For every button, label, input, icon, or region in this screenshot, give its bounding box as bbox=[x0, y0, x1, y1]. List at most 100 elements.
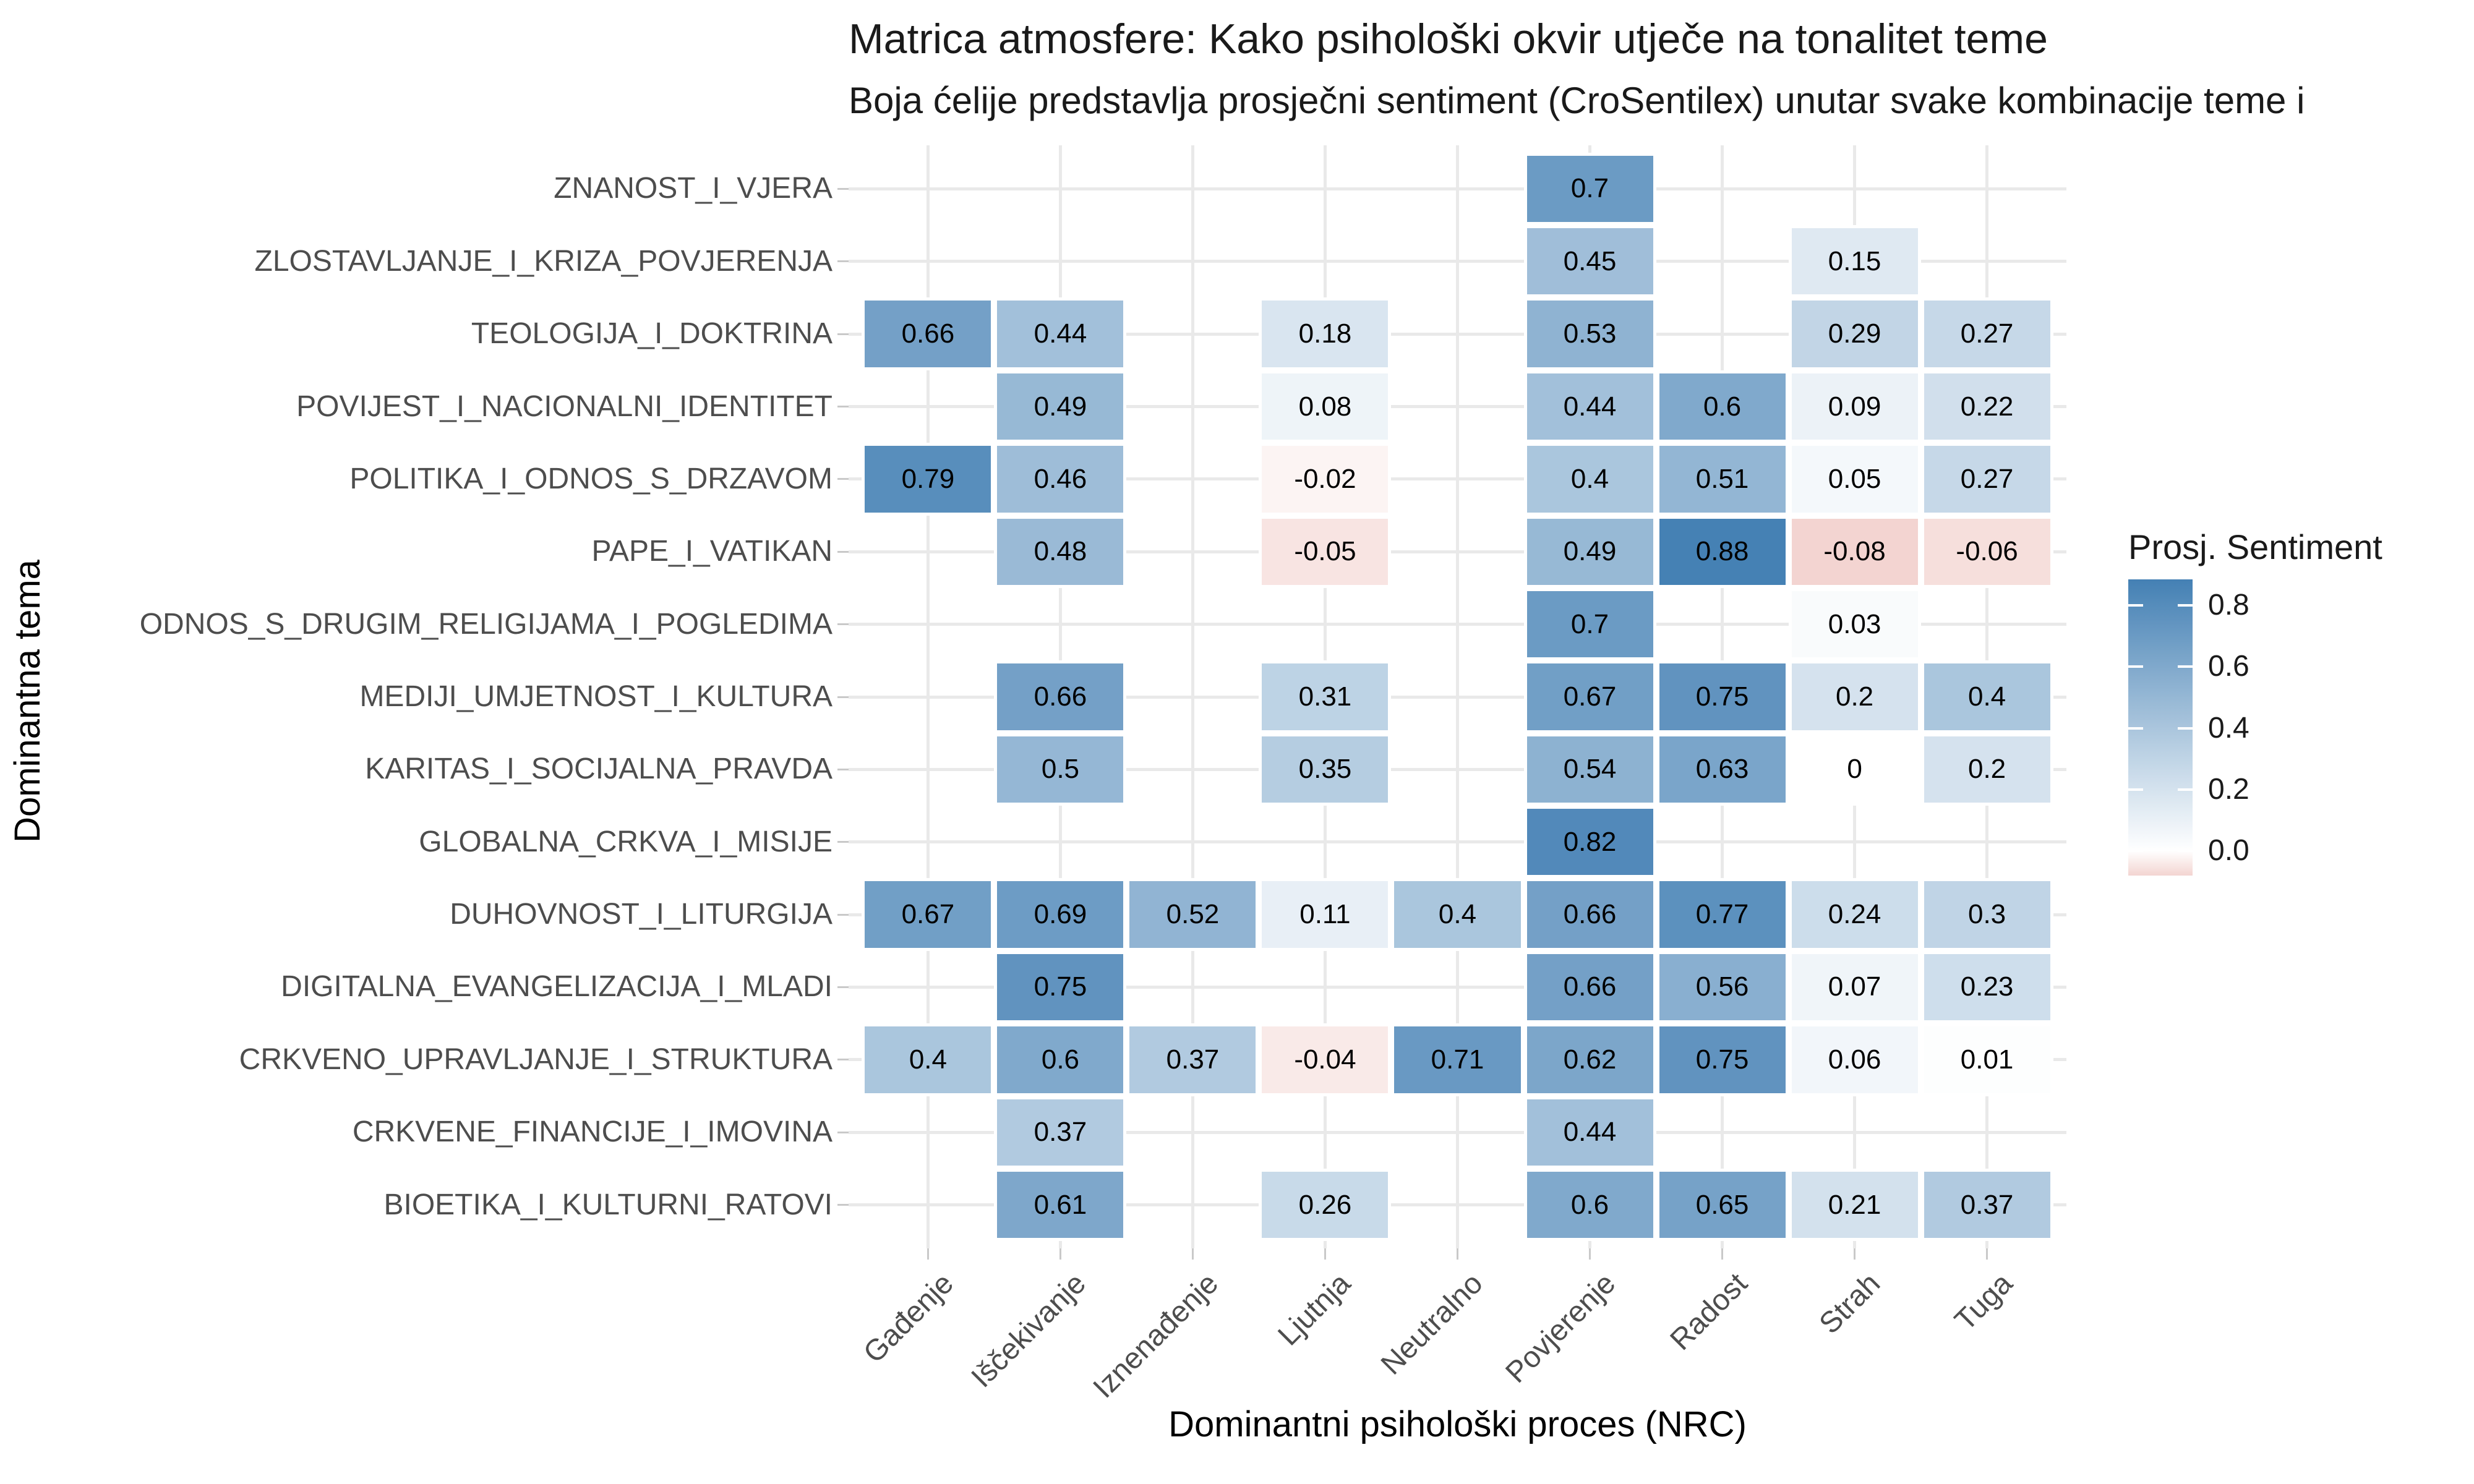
cell-value: 0.62 bbox=[1563, 1044, 1617, 1075]
legend-tick-mark bbox=[2128, 665, 2143, 668]
cell-value: -0.04 bbox=[1294, 1044, 1356, 1075]
cell-value: 0.46 bbox=[1034, 463, 1087, 494]
y-axis-label: POVIJEST_I_NACIONALNI_IDENTITET bbox=[296, 390, 833, 423]
cell-value: 0.6 bbox=[1041, 1044, 1080, 1075]
y-axis-label: TEOLOGIJA_I_DOKTRINA bbox=[471, 317, 833, 351]
cell-value: 0.09 bbox=[1828, 391, 1881, 422]
cell-value: 0.52 bbox=[1166, 899, 1220, 930]
cell-value: 0.26 bbox=[1298, 1189, 1352, 1220]
heatmap-cell: 0.11 bbox=[1259, 878, 1392, 951]
heatmap-cell: 0.26 bbox=[1259, 1168, 1392, 1242]
heatmap-cell: 0.49 bbox=[994, 370, 1127, 443]
cell-value: 0.82 bbox=[1563, 826, 1617, 857]
cell-value: 0.24 bbox=[1828, 899, 1881, 930]
cell-value: 0.48 bbox=[1034, 536, 1087, 567]
heatmap-cell: -0.04 bbox=[1259, 1023, 1392, 1096]
y-tick-mark bbox=[837, 696, 849, 698]
heatmap-cell: 0.71 bbox=[1391, 1023, 1524, 1096]
cell-value: -0.08 bbox=[1823, 536, 1886, 567]
heatmap-cell: 0.51 bbox=[1656, 443, 1789, 516]
cell-value: 0.66 bbox=[1034, 681, 1087, 712]
heatmap-cell: 0.45 bbox=[1523, 225, 1656, 298]
heatmap-cell: 0.88 bbox=[1656, 515, 1789, 588]
heatmap-cell: 0.6 bbox=[994, 1023, 1127, 1096]
heatmap-cell: 0.77 bbox=[1656, 878, 1789, 951]
cell-value: 0.7 bbox=[1570, 608, 1609, 639]
heatmap-cell: 0.09 bbox=[1788, 370, 1921, 443]
cell-value: 0.4 bbox=[1570, 463, 1609, 494]
cell-value: 0.44 bbox=[1563, 391, 1617, 422]
y-axis-label: MEDIJI_UMJETNOST_I_KULTURA bbox=[359, 680, 833, 713]
cell-value: 0.22 bbox=[1960, 391, 2014, 422]
x-tick-mark bbox=[1589, 1248, 1591, 1260]
cell-value: 0.18 bbox=[1298, 318, 1352, 349]
cell-value: 0.66 bbox=[1563, 971, 1617, 1002]
heatmap-cell: 0 bbox=[1788, 733, 1921, 806]
heatmap-cell: 0.4 bbox=[1523, 443, 1656, 516]
y-tick-mark bbox=[837, 1059, 849, 1061]
gridline-vertical bbox=[926, 145, 930, 1248]
heatmap-cell: 0.4 bbox=[862, 1023, 995, 1096]
y-tick-mark bbox=[837, 406, 849, 408]
heatmap-cell: 0.27 bbox=[1920, 297, 2053, 370]
heatmap-cell: 0.05 bbox=[1788, 443, 1921, 516]
heatmap-cell: 0.35 bbox=[1259, 733, 1392, 806]
heatmap-cell: 0.4 bbox=[1920, 660, 2053, 733]
y-tick-mark bbox=[837, 768, 849, 770]
heatmap-cell: -0.05 bbox=[1259, 515, 1392, 588]
heatmap-cell: 0.66 bbox=[1523, 950, 1656, 1024]
cell-value: 0.2 bbox=[1967, 754, 2006, 785]
cell-value: 0.45 bbox=[1563, 245, 1617, 276]
y-axis-label: ODNOS_S_DRUGIM_RELIGIJAMA_I_POGLEDIMA bbox=[139, 607, 833, 641]
y-axis-label: BIOETIKA_I_KULTURNI_RATOVI bbox=[383, 1188, 833, 1221]
heatmap-cell: 0.62 bbox=[1523, 1023, 1656, 1096]
heatmap-cell: 0.53 bbox=[1523, 297, 1656, 370]
legend-tick-label: 0.4 bbox=[2208, 711, 2249, 744]
x-axis-label: Iščekivanje bbox=[965, 1267, 1092, 1394]
x-axis-label: Strah bbox=[1813, 1267, 1887, 1341]
legend-tick-label: 0.0 bbox=[2208, 834, 2249, 868]
cell-value: 0.54 bbox=[1563, 754, 1617, 785]
heatmap-cell: 0.67 bbox=[1523, 660, 1656, 733]
cell-value: 0.01 bbox=[1960, 1044, 2014, 1075]
cell-value: 0.07 bbox=[1828, 971, 1881, 1002]
cell-value: 0.71 bbox=[1431, 1044, 1484, 1075]
cell-value: 0.49 bbox=[1034, 391, 1087, 422]
heatmap-cell: 0.23 bbox=[1920, 950, 2053, 1024]
x-tick-mark bbox=[1721, 1248, 1724, 1260]
cell-value: 0.15 bbox=[1828, 245, 1881, 276]
cell-value: 0.4 bbox=[1967, 681, 2006, 712]
cell-value: 0.35 bbox=[1298, 754, 1352, 785]
heatmap-cell: 0.2 bbox=[1788, 660, 1921, 733]
x-tick-mark bbox=[927, 1248, 929, 1260]
legend-tick-mark bbox=[2178, 850, 2193, 853]
cell-value: 0.53 bbox=[1563, 318, 1617, 349]
heatmap-cell: 0.37 bbox=[1920, 1168, 2053, 1242]
cell-value: 0.61 bbox=[1034, 1189, 1087, 1220]
cell-value: 0.65 bbox=[1695, 1189, 1749, 1220]
cell-value: -0.06 bbox=[1956, 536, 2018, 567]
y-tick-mark bbox=[837, 478, 849, 480]
gridline-vertical bbox=[1191, 145, 1194, 1248]
heatmap-cell: 0.07 bbox=[1788, 950, 1921, 1024]
cell-value: 0.4 bbox=[1438, 899, 1477, 930]
legend-tick-mark bbox=[2178, 727, 2193, 730]
page-title: Matrica atmosfere: Kako psihološki okvir… bbox=[849, 15, 2048, 62]
legend-tick-mark bbox=[2128, 604, 2143, 607]
heatmap-cell: 0.6 bbox=[1523, 1168, 1656, 1242]
cell-value: 0.75 bbox=[1034, 971, 1087, 1002]
heatmap-cell: 0.06 bbox=[1788, 1023, 1921, 1096]
cell-value: 0.6 bbox=[1570, 1189, 1609, 1220]
heatmap-cell: 0.21 bbox=[1788, 1168, 1921, 1242]
x-tick-mark bbox=[1854, 1248, 1856, 1260]
y-tick-mark bbox=[837, 841, 849, 843]
heatmap-cell: 0.75 bbox=[1656, 660, 1789, 733]
y-tick-mark bbox=[837, 260, 849, 263]
page-subtitle: Boja ćelije predstavlja prosječni sentim… bbox=[849, 80, 2305, 121]
heatmap-cell: 0.46 bbox=[994, 443, 1127, 516]
y-tick-mark bbox=[837, 1204, 849, 1206]
legend-tick-mark bbox=[2128, 788, 2143, 791]
cell-value: 0.67 bbox=[1563, 681, 1617, 712]
x-axis-label: Tuga bbox=[1948, 1267, 2019, 1337]
cell-value: 0.29 bbox=[1828, 318, 1881, 349]
